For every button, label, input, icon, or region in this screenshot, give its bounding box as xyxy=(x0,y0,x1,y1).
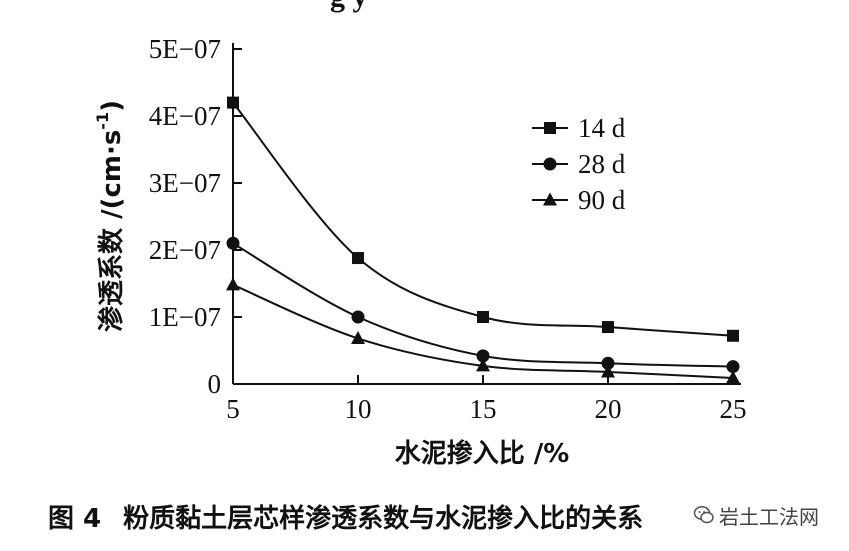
y-axis-title-group: 渗透系数 /(cm·s-1) xyxy=(93,100,127,332)
y-axis-title-close: ) xyxy=(97,100,127,112)
legend-marker xyxy=(543,192,557,206)
y-tick-label: 2E−07 xyxy=(149,235,221,265)
y-tick-label: 3E−07 xyxy=(149,168,221,198)
data-point xyxy=(351,310,365,324)
series-14d xyxy=(227,96,739,342)
chart-axes: 0 1E−07 2E−07 3E−07 4E−07 5E−07 5 10 15 20 25 xyxy=(149,34,747,424)
data-point xyxy=(726,370,740,384)
data-point xyxy=(227,96,239,109)
legend-marker xyxy=(543,157,557,171)
cropped-header-text: g y xyxy=(0,0,849,14)
caption-text: 粉质黏土层芯样渗透系数与水泥掺入比的关系 xyxy=(123,504,644,534)
figure-number: 图 4 xyxy=(48,504,102,534)
y-tick-label: 0 xyxy=(208,369,222,399)
y-tick-label: 5E−07 xyxy=(149,34,221,64)
y-axis-title: 渗透系数 /(cm·s xyxy=(96,130,127,332)
x-tick-label: 25 xyxy=(720,394,747,424)
y-axis-unit-exponent: -1 xyxy=(93,112,112,130)
legend-item: 28 d xyxy=(532,149,626,179)
x-tick-label: 10 xyxy=(345,394,372,424)
legend-item: 90 d xyxy=(532,185,626,215)
chart-series xyxy=(226,96,740,384)
x-tick-label: 5 xyxy=(226,394,240,424)
svg-text:渗透系数 /(cm·s-1): 渗透系数 /(cm·s-1) xyxy=(93,100,127,332)
data-point xyxy=(476,358,490,372)
data-point xyxy=(601,364,615,378)
x-tick-label: 20 xyxy=(595,394,622,424)
permeability-chart: 0 1E−07 2E−07 3E−07 4E−07 5E−07 5 10 15 20 25 14 d… xyxy=(93,34,747,469)
y-tick-label: 1E−07 xyxy=(149,302,221,332)
data-point xyxy=(601,356,615,370)
series-line xyxy=(232,242,734,368)
figure-caption: 图 4 粉质黏土层芯样渗透系数与水泥掺入比的关系 xyxy=(48,498,643,535)
data-point xyxy=(727,329,739,342)
data-point xyxy=(476,349,490,363)
legend-item: 14 d xyxy=(532,113,626,143)
legend-label: 14 d xyxy=(578,113,626,143)
series-line xyxy=(232,101,734,337)
series-28d xyxy=(226,236,740,374)
data-point xyxy=(602,321,614,334)
wechat-icon xyxy=(693,506,714,524)
chart-legend: 14 d 28 d 90 d xyxy=(532,113,626,215)
data-point xyxy=(351,330,365,344)
legend-marker xyxy=(544,122,556,134)
data-point xyxy=(226,277,240,291)
x-tick-label: 15 xyxy=(470,394,497,424)
data-point xyxy=(352,252,364,265)
watermark-text: 岩土工法网 xyxy=(719,504,819,529)
data-point xyxy=(477,311,489,323)
cropped-header: g y xyxy=(330,0,368,14)
data-point xyxy=(226,236,240,250)
series-90d xyxy=(226,277,740,384)
legend-label: 28 d xyxy=(578,149,626,179)
x-axis-title: 水泥掺入比 /% xyxy=(395,438,570,469)
watermark: 岩土工法网 xyxy=(693,498,823,532)
data-point xyxy=(726,360,740,374)
y-tick-label: 4E−07 xyxy=(149,101,221,131)
legend-label: 90 d xyxy=(578,185,626,215)
